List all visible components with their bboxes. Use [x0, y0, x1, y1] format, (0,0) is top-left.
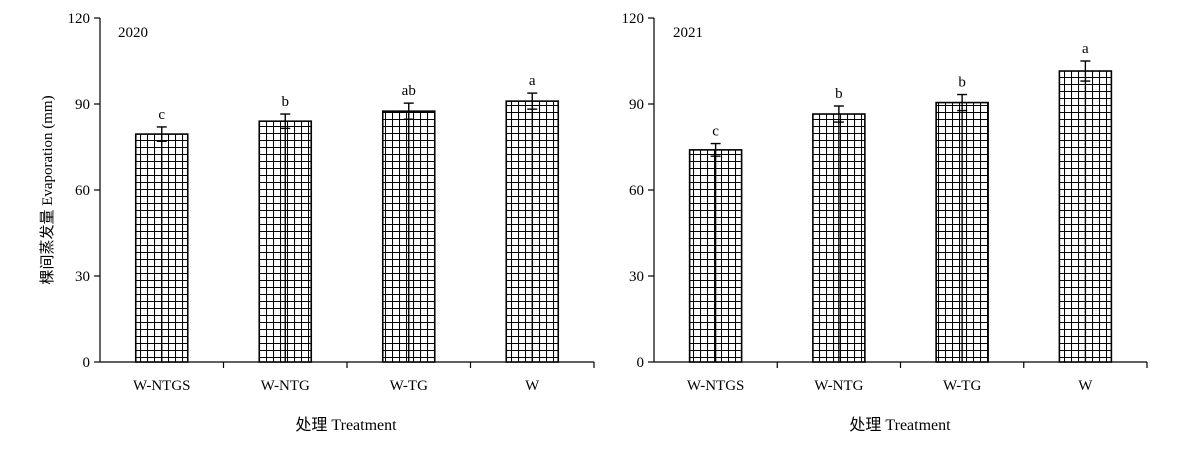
x-tick-label: W-NTG — [261, 378, 310, 394]
y-tick-label: 90 — [629, 97, 644, 113]
y-axis-label: 棵间蒸发量 Evaporation (mm) — [39, 95, 56, 284]
significance-label: b — [282, 94, 290, 110]
x-tick-label: W-TG — [390, 378, 428, 394]
significance-label: ab — [402, 83, 416, 99]
x-tick-label: W-NTGS — [687, 378, 745, 394]
y-tick-label: 0 — [83, 355, 91, 371]
significance-label: c — [158, 107, 165, 123]
panel-label-year: 2021 — [673, 25, 703, 41]
significance-label: b — [835, 86, 843, 102]
x-axis-label: 处理 Treatment — [295, 416, 397, 434]
plot-area: 0 30 60 90 120 c W-NTGS b W-NTG ab W-TG a W — [68, 11, 595, 394]
x-tick-label: W — [1078, 378, 1093, 394]
chart-panel-2021: 2021 处理 Treatment 0 30 60 90 120 c W-NTGS b W-NT… — [622, 11, 1148, 434]
y-tick-label: 60 — [75, 183, 90, 199]
y-tick-label: 0 — [637, 355, 645, 371]
chart-panel-2020: 棵间蒸发量 Evaporation (mm) 2020 处理 Treatment… — [39, 11, 595, 434]
y-tick-label: 60 — [629, 183, 644, 199]
significance-label: a — [1082, 41, 1089, 57]
x-tick-label: W-NTG — [814, 378, 863, 394]
plot-area: 0 30 60 90 120 c W-NTGS b W-NTG b W-TG a W — [622, 11, 1148, 394]
y-tick-label: 90 — [75, 97, 90, 113]
x-tick-label: W-NTGS — [133, 378, 191, 394]
significance-label: c — [712, 124, 719, 140]
significance-label: a — [529, 73, 536, 89]
x-axis-label: 处理 Treatment — [849, 416, 951, 434]
y-tick-label: 30 — [75, 269, 90, 285]
y-tick-label: 120 — [68, 11, 91, 27]
y-tick-label: 120 — [622, 11, 645, 27]
panel-label-year: 2020 — [118, 25, 148, 41]
significance-label: b — [958, 75, 966, 91]
x-tick-label: W-TG — [943, 378, 981, 394]
x-tick-label: W — [525, 378, 540, 394]
y-tick-label: 30 — [629, 269, 644, 285]
